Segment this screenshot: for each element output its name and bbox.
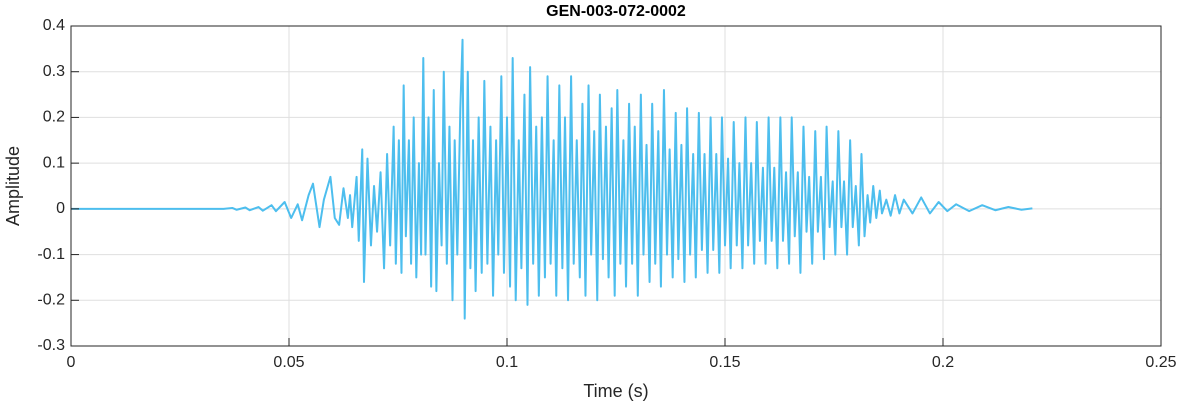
x-tick-label: 0.05 (273, 354, 304, 371)
y-tick-label: 0 (56, 200, 65, 217)
plot (71, 38, 1033, 320)
x-tick-label: 0.2 (932, 354, 954, 371)
waveform-line (71, 38, 1033, 320)
x-axis-label: Time (s) (583, 381, 648, 401)
x-tick-label: 0.25 (1145, 354, 1176, 371)
y-tick-label: 0.4 (43, 17, 65, 34)
axes-box (70, 25, 1162, 347)
x-tick-label: 0 (67, 354, 76, 371)
y-tick-label: 0.1 (43, 154, 65, 171)
y-tick-label: 0.3 (43, 63, 65, 80)
y-tick-label: -0.1 (37, 246, 65, 263)
ticks: 0 0.05 0.1 0.15 0.2 0.25 -0.3 -0.2 -0.1 0 0.1 0.2 0.… (37, 17, 1176, 371)
y-axis-label: Amplitude (3, 146, 23, 226)
y-tick-label: -0.2 (37, 292, 65, 309)
y-tick-label: 0.2 (43, 109, 65, 126)
x-tick-label: 0.1 (496, 354, 518, 371)
chart-title: GEN-003-072-0002 (546, 3, 686, 20)
x-tick-label: 0.15 (709, 354, 740, 371)
y-tick-label: -0.3 (37, 337, 65, 354)
